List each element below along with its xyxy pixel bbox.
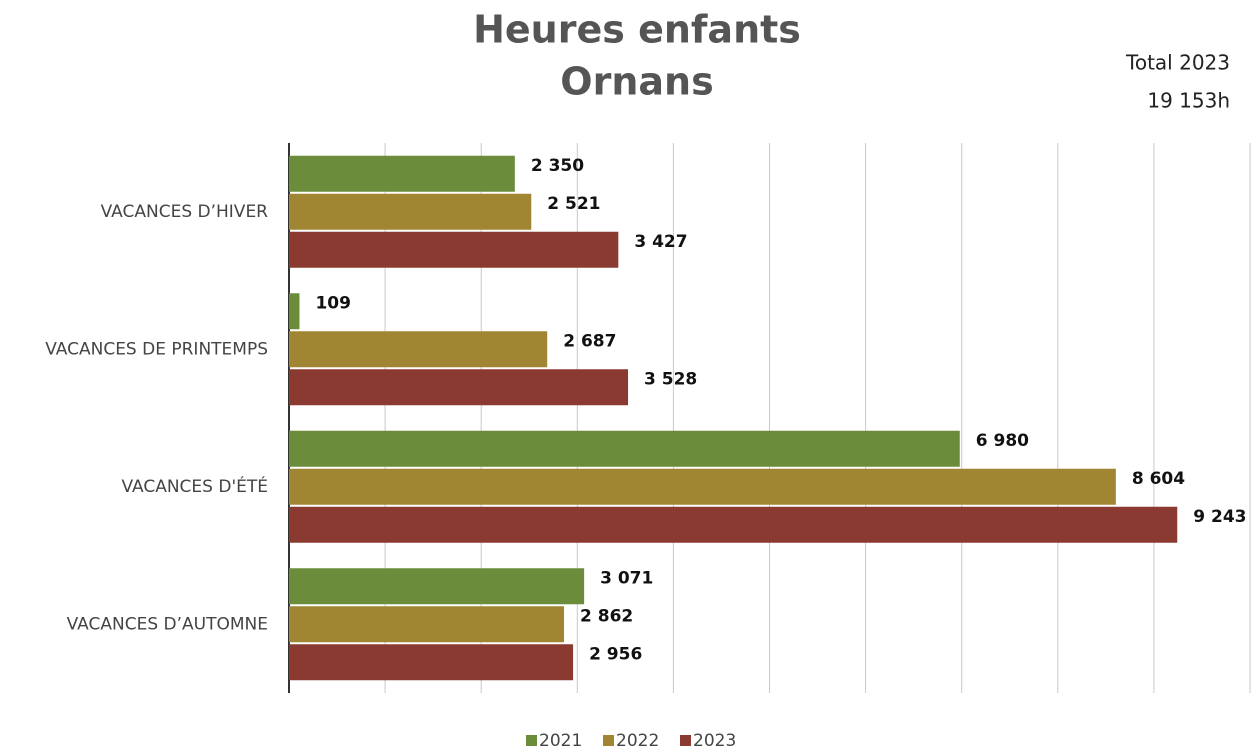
chart-title: Heures enfants: [473, 8, 801, 52]
bar: [289, 331, 548, 368]
legend-swatch: [526, 735, 537, 746]
y-tick-label: VACANCES DE PRINTEMPS: [45, 339, 268, 359]
bar: [289, 155, 515, 192]
data-label: 2 862: [580, 606, 633, 626]
data-label: 2 521: [547, 194, 600, 214]
data-label: 9 243: [1193, 507, 1246, 527]
legend-label: 2022: [616, 731, 659, 751]
legend-label: 2023: [693, 731, 736, 751]
annotation: Total 2023: [1125, 51, 1230, 75]
bar: [289, 193, 532, 230]
data-label: 3 427: [634, 232, 687, 252]
chart-title: Ornans: [560, 60, 713, 104]
data-label: 2 687: [563, 331, 616, 351]
y-tick-label: VACANCES D’AUTOMNE: [67, 614, 268, 634]
data-label: 2 350: [531, 156, 584, 176]
y-tick-label: VACANCES D'ÉTÉ: [121, 475, 268, 497]
legend-swatch: [680, 735, 691, 746]
y-tick-label: VACANCES D’HIVER: [101, 202, 269, 222]
bar: [289, 468, 1116, 505]
data-label: 6 980: [976, 431, 1029, 451]
legend-swatch: [603, 735, 614, 746]
bar: [289, 506, 1178, 543]
data-label: 3 528: [644, 369, 697, 389]
bar: [289, 430, 960, 467]
bar: [289, 644, 574, 681]
bar: [289, 606, 565, 643]
data-label: 3 071: [600, 568, 653, 588]
data-label: 109: [315, 293, 351, 313]
legend-label: 2021: [539, 731, 582, 751]
data-label: 2 956: [589, 644, 642, 664]
annotation: 19 153h: [1147, 89, 1230, 113]
bar: [289, 369, 629, 406]
bar: [289, 568, 585, 605]
bar: [289, 293, 300, 330]
bar: [289, 231, 619, 268]
data-label: 8 604: [1132, 469, 1185, 489]
